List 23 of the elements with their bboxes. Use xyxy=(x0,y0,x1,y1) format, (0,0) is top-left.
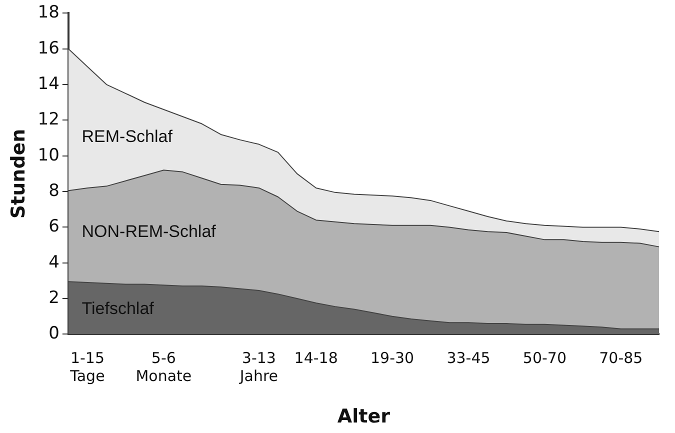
x-tick-label: 70-85 xyxy=(599,349,643,368)
x-tick-label: 50-70 xyxy=(522,349,566,368)
series-label: NON-REM-Schlaf xyxy=(82,222,216,242)
y-tick-label: 12 xyxy=(38,110,60,130)
x-tick-label: 33-45 xyxy=(446,349,490,368)
x-tick-label: 5-6 Monate xyxy=(136,349,192,386)
y-tick-label: 0 xyxy=(48,324,60,344)
x-tick-label: 19-30 xyxy=(370,349,414,368)
y-tick-label: 2 xyxy=(48,288,60,308)
y-tick-label: 10 xyxy=(38,145,60,166)
x-tick-label: 3-13 Jahre xyxy=(238,349,278,386)
y-tick-label: 14 xyxy=(38,74,60,94)
y-tick-label: 8 xyxy=(48,180,60,201)
y-axis-title: Stunden xyxy=(7,128,30,219)
x-axis-title: Alter xyxy=(337,406,391,428)
series-label: Tiefschlaf xyxy=(82,298,154,318)
y-tick-label: 18 xyxy=(38,2,60,23)
y-tick-label: 4 xyxy=(48,252,60,272)
y-tick-label: 6 xyxy=(48,216,60,237)
y-tick-label: 16 xyxy=(38,38,60,58)
x-tick-label: 1-15 Tage xyxy=(69,349,105,386)
x-tick-label: 14-18 xyxy=(294,349,338,368)
series-label: REM-Schlaf xyxy=(82,126,173,146)
